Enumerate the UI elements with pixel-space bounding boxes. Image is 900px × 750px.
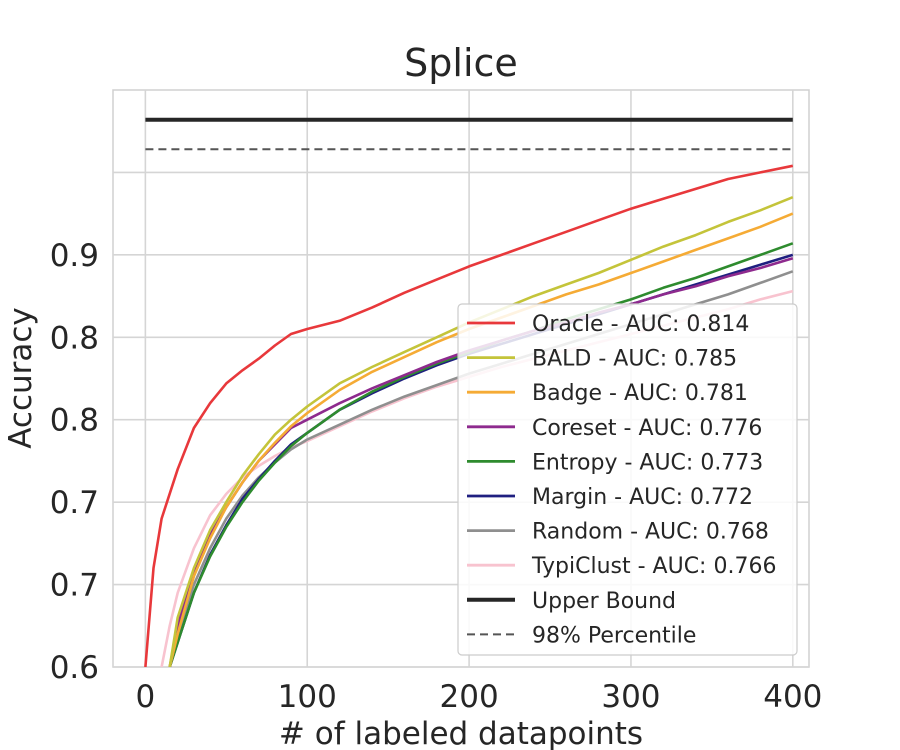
legend: Oracle - AUC: 0.814 BALD - AUC: 0.785 Badg…	[457, 303, 798, 656]
series-line-bald	[168, 195, 794, 667]
chart-title: Splice	[404, 41, 518, 85]
series-line-badge	[168, 212, 794, 667]
legend-label-0: Oracle - AUC: 0.814	[532, 312, 749, 337]
y-tick-label-1: 0.7	[50, 568, 99, 604]
series-line-entropy	[168, 242, 794, 667]
legend-items: Oracle - AUC: 0.814 BALD - AUC: 0.785 Badg…	[467, 312, 776, 648]
legend-label-1: BALD - AUC: 0.785	[532, 347, 737, 372]
legend-label-4: Entropy - AUC: 0.773	[532, 450, 763, 475]
x-tick-label-4: 400	[763, 679, 822, 715]
y-tick-label-3: 0.8	[50, 403, 99, 439]
legend-box	[457, 303, 798, 656]
legend-label-3: Coreset - AUC: 0.776	[532, 416, 762, 441]
series-line-oracle	[144, 164, 794, 667]
y-tick-label-5: 0.9	[50, 238, 99, 274]
y-tick-label-0: 0.6	[50, 650, 99, 686]
x-tick-labels: 0 100 200 300 400	[136, 679, 823, 715]
y-axis-title: Accuracy	[3, 307, 39, 449]
legend-label-8: Upper Bound	[532, 589, 676, 614]
legend-label-2: Badge - AUC: 0.781	[532, 381, 748, 406]
x-axis-title: # of labeled datapoints	[279, 716, 643, 750]
x-tick-label-3: 300	[601, 679, 660, 715]
legend-label-9: 98% Percentile	[532, 623, 696, 648]
x-tick-label-0: 0	[136, 679, 156, 715]
y-tick-label-2: 0.7	[50, 485, 99, 521]
x-tick-label-1: 100	[278, 679, 337, 715]
x-tick-label-2: 200	[440, 679, 499, 715]
legend-label-7: TypiClust - AUC: 0.766	[531, 554, 776, 579]
y-tick-label-4: 0.8	[50, 320, 99, 356]
y-tick-labels: 0.6 0.7 0.7 0.8 0.8 0.9	[50, 238, 99, 686]
legend-label-6: Random - AUC: 0.768	[532, 520, 769, 545]
legend-label-5: Margin - AUC: 0.772	[532, 485, 753, 510]
